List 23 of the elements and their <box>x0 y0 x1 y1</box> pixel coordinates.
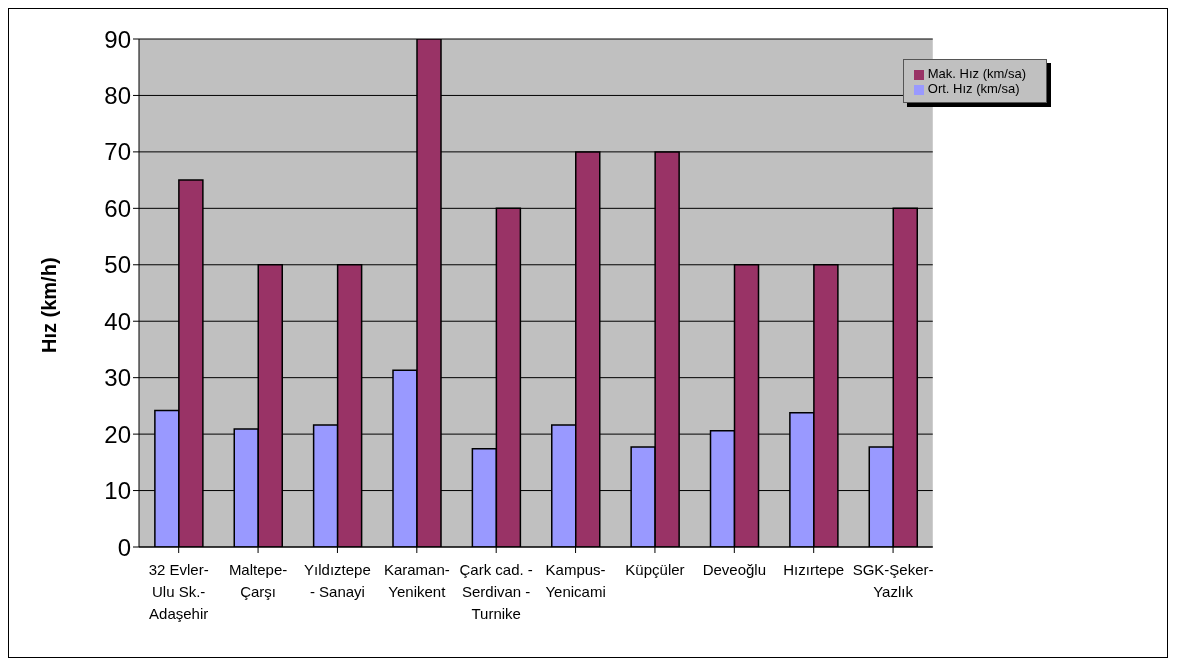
y-tick-label: 50 <box>104 251 131 279</box>
y-tick-label: 70 <box>104 138 131 166</box>
x-tick-label: Küpçüler <box>625 561 685 578</box>
y-tick-label: 80 <box>104 81 131 109</box>
y-tick-label: 60 <box>104 194 131 222</box>
y-tick-label: 30 <box>104 364 131 392</box>
x-tick-label: 32 Evler-Ulu Sk.-Adaşehir <box>148 561 209 622</box>
legend-label: Mak. Hız (km/sa) <box>927 66 1026 81</box>
y-tick-label: 90 <box>104 25 131 53</box>
x-tick-label: Karaman-Yenikent <box>383 561 450 600</box>
y-tick-label: 40 <box>104 307 131 335</box>
x-tick-label: Maltepe-Çarşı <box>228 561 288 600</box>
x-tick-label: Deveoğlu <box>702 561 767 578</box>
x-tick-label: Hızırtepe <box>783 561 845 578</box>
y-tick-label: 0 <box>117 533 131 561</box>
y-axis-title: Hız (km/h) <box>38 257 61 353</box>
legend-label: Ort. Hız (km/sa) <box>927 81 1020 96</box>
x-tick-label: Çark cad. - Serdivan - Turnike <box>459 561 533 622</box>
x-tick-label: Yıldıztepe - Sanayi <box>304 561 371 600</box>
y-tick-label: 20 <box>104 420 131 448</box>
y-tick-label: 10 <box>104 477 131 505</box>
x-tick-label: Kampus-Yenicami <box>545 561 606 600</box>
x-tick-label: SGK-Şeker-Yazlık <box>852 561 934 600</box>
